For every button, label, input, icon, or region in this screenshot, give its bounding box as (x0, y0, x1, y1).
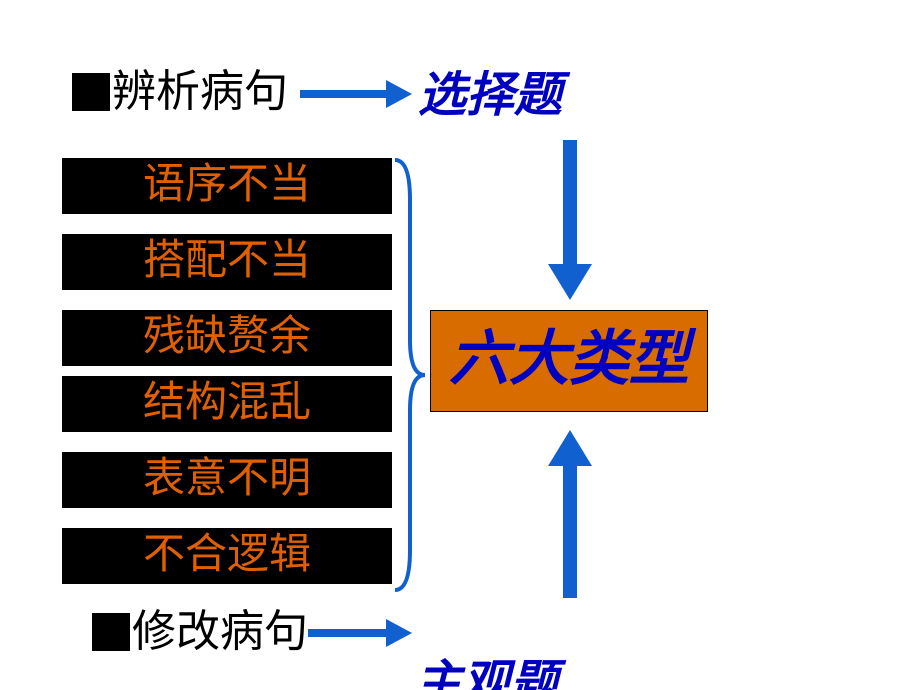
type-item-2-text: 搭配不当 (143, 238, 311, 284)
center-box: 六大类型 (430, 310, 708, 412)
top-right-heading: 选择题 (418, 72, 920, 120)
diagram-stage: 辨析病句 选择题 语序不当 搭配不当 残缺赘余 结构混乱 表意不明 不合逻辑 六… (0, 0, 920, 690)
bottom-right-heading: 主观题 (414, 660, 920, 690)
bullet-square-icon (92, 613, 130, 651)
arrow-vertical-up-icon (548, 430, 592, 598)
type-item-5-text: 表意不明 (143, 456, 311, 502)
type-item-3: 残缺赘余 (62, 310, 392, 366)
type-item-1-text: 语序不当 (143, 162, 311, 208)
arrow-vertical-down-icon (548, 140, 592, 300)
brace-icon (395, 160, 425, 590)
bottom-label-row: 修改病句 (92, 610, 308, 654)
bottom-label-text: 修改病句 (132, 610, 308, 654)
arrow-bottom-horizontal-icon (308, 619, 412, 647)
top-label-text: 辨析病句 (112, 70, 288, 114)
type-item-6: 不合逻辑 (62, 528, 392, 584)
top-label-row: 辨析病句 (72, 70, 288, 114)
type-item-5: 表意不明 (62, 452, 392, 508)
type-item-4-text: 结构混乱 (143, 380, 311, 426)
top-right-text: 选择题 (418, 69, 562, 122)
type-item-2: 搭配不当 (62, 234, 392, 290)
type-item-6-text: 不合逻辑 (143, 532, 311, 578)
bullet-square-icon (72, 73, 110, 111)
center-box-text: 六大类型 (449, 326, 689, 392)
type-item-1: 语序不当 (62, 158, 392, 214)
type-item-3-text: 残缺赘余 (143, 314, 311, 360)
bottom-right-text: 主观题 (414, 657, 558, 690)
arrow-top-horizontal-icon (300, 80, 412, 108)
type-item-4: 结构混乱 (62, 376, 392, 432)
